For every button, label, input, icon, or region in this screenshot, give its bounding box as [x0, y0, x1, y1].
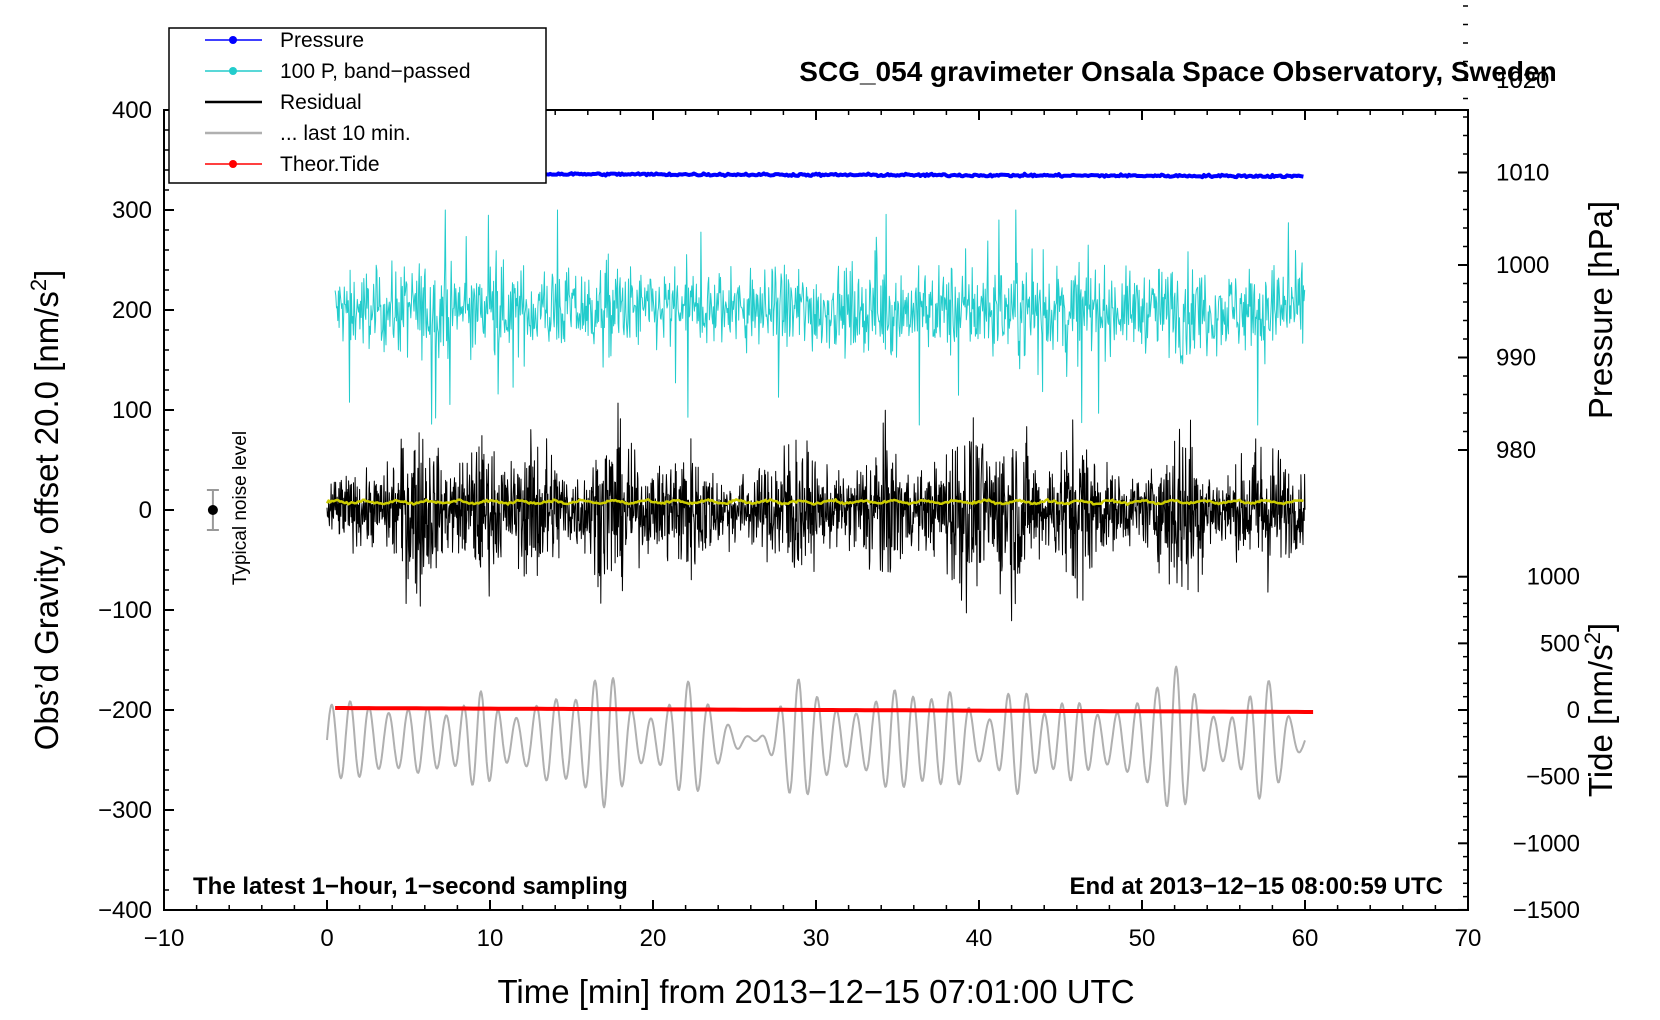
noise-level-indicator: Typical noise level — [206, 431, 251, 585]
x-tick-label: 10 — [477, 925, 504, 952]
x-tick-label: 70 — [1455, 925, 1482, 952]
legend-entries: Pressure 100 P, band−passed Residual ... la… — [205, 29, 471, 176]
y-axis-title-tide-text: Tide [nm/s — [1582, 644, 1619, 797]
tide-tick-label: 0 — [1567, 697, 1580, 724]
series-residual — [326, 402, 1306, 622]
pressure-tick-label: 1010 — [1496, 160, 1549, 187]
y-axis-title-tide-end: ] — [1582, 623, 1619, 632]
legend-marker — [229, 36, 237, 44]
y-tick-label: −400 — [98, 897, 152, 924]
series-layer — [325, 170, 1314, 809]
tide-tick-label: 500 — [1540, 630, 1580, 657]
pressure-axis: 980 990 1000 1010 1020 1030 — [1458, 0, 1549, 464]
y-tick-label: −200 — [98, 697, 152, 724]
y-tick-label: −300 — [98, 797, 152, 824]
y-axis-left: −400 −300 −200 −100 0 100 200 300 400 — [98, 97, 174, 924]
series-last-10-min — [326, 665, 1306, 809]
legend-label: Residual — [280, 91, 362, 114]
pressure-tick-label: 1020 — [1496, 67, 1549, 94]
x-tick-label: 60 — [1292, 925, 1319, 952]
legend-label: Theor.Tide — [280, 153, 380, 176]
noise-dot — [207, 505, 218, 515]
y-axis-title-pressure: Pressure [hPa] — [1582, 201, 1619, 419]
y-axis-title-main-end: ] — [28, 270, 65, 279]
y-tick-label: 400 — [112, 97, 152, 124]
y-axis-title-main-sup: 2 — [26, 279, 51, 291]
legend-label: ... last 10 min. — [280, 122, 411, 145]
pressure-tick-label: 990 — [1496, 345, 1536, 372]
y-tick-label: −100 — [98, 597, 152, 624]
y-tick-label: 200 — [112, 297, 152, 324]
series-residual-smoothed — [325, 498, 1304, 507]
pressure-tick-label: 1000 — [1496, 252, 1549, 279]
x-tick-label: 0 — [320, 925, 333, 952]
y-tick-label: 300 — [112, 197, 152, 224]
legend-marker — [229, 160, 237, 168]
tide-tick-label: −1500 — [1513, 897, 1580, 924]
tide-tick-label: −500 — [1526, 764, 1580, 791]
y-axis-title-main-text: Obs’d Gravity, offset 20.0 [nm/s — [28, 291, 65, 750]
series-theoretical-tide — [335, 706, 1314, 714]
legend-marker — [229, 67, 237, 75]
series-band-passed-pressure — [334, 209, 1306, 426]
x-tick-label: 50 — [1129, 925, 1156, 952]
chart-title: SCG_054 gravimeter Onsala Space Observat… — [799, 56, 1556, 87]
legend-label: Pressure — [280, 29, 364, 52]
noise-label: Typical noise level — [230, 431, 251, 585]
tide-axis: −1500 −1000 −500 0 500 1000 — [1458, 564, 1580, 924]
x-tick-label: 30 — [803, 925, 830, 952]
legend: Pressure 100 P, band−passed Residual ... la… — [168, 27, 547, 184]
annotation-left: The latest 1−hour, 1−second sampling — [193, 873, 628, 900]
legend-box — [168, 27, 547, 184]
x-tick-label: −10 — [144, 925, 185, 952]
legend-label: 100 P, band−passed — [280, 60, 471, 83]
y-axis-title-tide-sup: 2 — [1580, 632, 1605, 644]
x-axis-title: Time [min] from 2013−12−15 07:01:00 UTC — [497, 973, 1134, 1010]
tide-tick-label: 1000 — [1527, 564, 1580, 591]
y-tick-label: 100 — [112, 397, 152, 424]
y-axis-title-tide: Tide [nm/s2] — [1580, 623, 1619, 797]
x-axis: −10 0 10 20 30 40 50 60 70 — [144, 110, 1482, 952]
pressure-tick-label: 980 — [1496, 437, 1536, 464]
y-axis-title-main: Obs’d Gravity, offset 20.0 [nm/s2] — [26, 270, 65, 751]
annotation-right: End at 2013−12−15 08:00:59 UTC — [1069, 873, 1443, 900]
pressure-tick-label: 1030 — [1496, 0, 1549, 2]
y-tick-label: 0 — [139, 497, 152, 524]
x-tick-label: 20 — [640, 925, 667, 952]
x-tick-label: 40 — [966, 925, 993, 952]
tide-tick-label: −1000 — [1513, 830, 1580, 857]
